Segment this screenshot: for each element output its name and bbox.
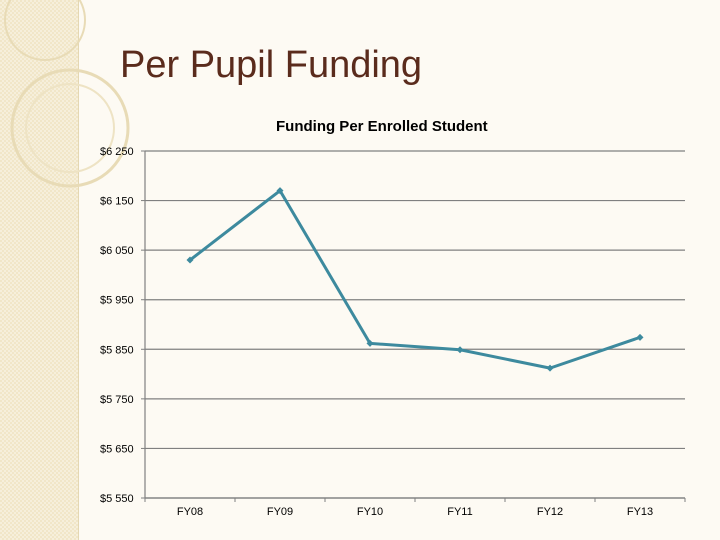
y-tick-label: $6 150 bbox=[100, 196, 134, 208]
decorative-circle-large bbox=[10, 68, 130, 188]
y-tick-label: $5 750 bbox=[100, 394, 134, 406]
slide-title: Per Pupil Funding bbox=[120, 44, 423, 86]
chart-title: Funding Per Enrolled Student bbox=[276, 118, 488, 135]
x-tick-label: FY12 bbox=[537, 506, 563, 518]
data-point bbox=[186, 256, 194, 264]
y-tick-label: $6 050 bbox=[100, 245, 134, 257]
x-tick-label: FY11 bbox=[447, 506, 472, 518]
data-point bbox=[636, 333, 644, 341]
y-tick-label: $5 950 bbox=[100, 295, 134, 307]
series-line bbox=[189, 189, 641, 370]
y-tick-label: $5 850 bbox=[100, 344, 134, 356]
data-point bbox=[366, 339, 374, 347]
data-point bbox=[546, 364, 554, 372]
data-point bbox=[276, 187, 284, 195]
x-tick-label: FY09 bbox=[267, 506, 293, 518]
y-tick-label: $5 550 bbox=[100, 493, 134, 505]
decorative-circles bbox=[4, 0, 130, 188]
x-tick-label: FY08 bbox=[177, 506, 203, 518]
x-tick-label: FY13 bbox=[627, 506, 653, 518]
y-tick-label: $6 250 bbox=[100, 146, 134, 158]
y-tick-label: $5 650 bbox=[100, 443, 134, 455]
decorative-circle-top bbox=[4, 0, 86, 61]
side-decoration-panel bbox=[0, 0, 79, 540]
data-point bbox=[456, 346, 464, 354]
decorative-circle-inner bbox=[25, 83, 115, 173]
x-tick-label: FY10 bbox=[357, 506, 383, 518]
